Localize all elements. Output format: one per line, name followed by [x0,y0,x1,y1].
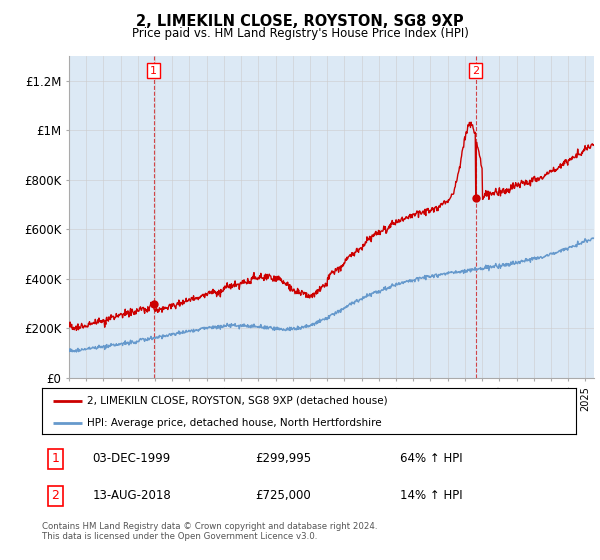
Text: 2, LIMEKILN CLOSE, ROYSTON, SG8 9XP: 2, LIMEKILN CLOSE, ROYSTON, SG8 9XP [136,14,464,29]
Text: £725,000: £725,000 [256,489,311,502]
Text: 64% ↑ HPI: 64% ↑ HPI [400,452,463,465]
Text: 1: 1 [150,66,157,76]
Text: 14% ↑ HPI: 14% ↑ HPI [400,489,463,502]
Text: Contains HM Land Registry data © Crown copyright and database right 2024.
This d: Contains HM Land Registry data © Crown c… [42,522,377,542]
Text: 2: 2 [52,489,59,502]
Text: 2, LIMEKILN CLOSE, ROYSTON, SG8 9XP (detached house): 2, LIMEKILN CLOSE, ROYSTON, SG8 9XP (det… [88,396,388,406]
Text: HPI: Average price, detached house, North Hertfordshire: HPI: Average price, detached house, Nort… [88,418,382,427]
Text: £299,995: £299,995 [256,452,312,465]
Text: 13-AUG-2018: 13-AUG-2018 [93,489,172,502]
Text: 03-DEC-1999: 03-DEC-1999 [93,452,171,465]
Text: Price paid vs. HM Land Registry's House Price Index (HPI): Price paid vs. HM Land Registry's House … [131,27,469,40]
Text: 2: 2 [472,66,479,76]
Text: 1: 1 [52,452,59,465]
